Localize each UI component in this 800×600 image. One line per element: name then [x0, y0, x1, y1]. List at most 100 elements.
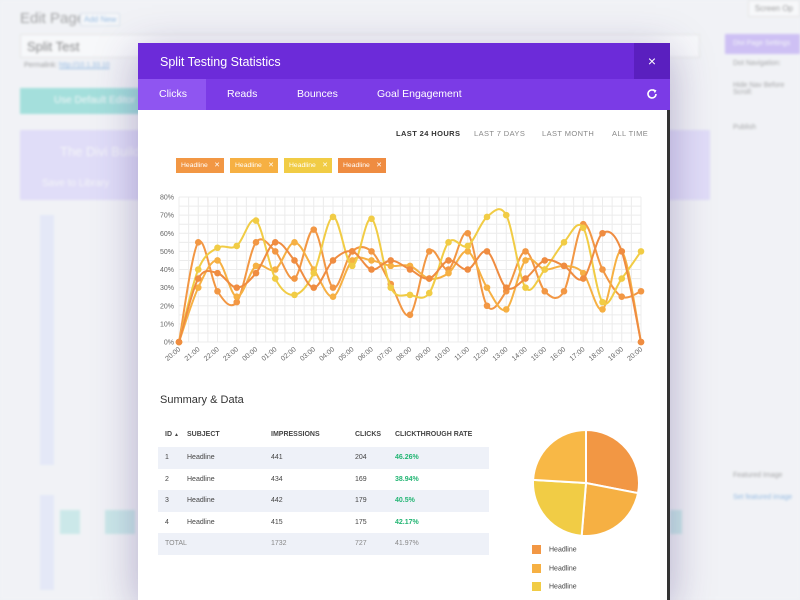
data-point[interactable]: [252, 269, 260, 277]
remove-tag-icon[interactable]: ✕: [376, 162, 382, 169]
data-point[interactable]: [560, 287, 568, 295]
data-point[interactable]: [348, 248, 356, 255]
data-point[interactable]: [291, 257, 298, 264]
data-point[interactable]: [425, 248, 433, 255]
filter-last-24-hours[interactable]: LAST 24 HOURS: [396, 129, 461, 138]
filter-last-7-days[interactable]: LAST 7 DAYS: [474, 129, 526, 138]
pie-slice[interactable]: [585, 428, 640, 495]
data-point[interactable]: [214, 269, 221, 277]
data-point[interactable]: [252, 239, 260, 246]
data-point[interactable]: [502, 284, 510, 291]
data-point[interactable]: [271, 248, 279, 255]
data-point[interactable]: [483, 248, 491, 255]
data-point[interactable]: [522, 248, 529, 255]
data-point[interactable]: [194, 266, 202, 273]
permalink-url[interactable]: http://10.1.33.10: [59, 62, 110, 69]
pie-slice[interactable]: [532, 478, 588, 537]
data-point[interactable]: [425, 275, 433, 282]
data-point[interactable]: [560, 239, 568, 246]
data-point[interactable]: [233, 298, 241, 306]
filter-all-time[interactable]: ALL TIME: [612, 129, 649, 138]
data-point[interactable]: [560, 262, 568, 270]
data-point[interactable]: [445, 269, 452, 277]
data-point[interactable]: [329, 257, 337, 264]
data-point[interactable]: [618, 248, 626, 255]
data-point[interactable]: [214, 257, 221, 264]
data-point[interactable]: [368, 215, 375, 223]
save-to-library-link[interactable]: Save to Library: [42, 178, 110, 189]
subject-tag[interactable]: Headline ✕: [284, 158, 332, 173]
data-point[interactable]: [445, 257, 452, 264]
screen-options-button[interactable]: Screen Op: [747, 0, 800, 17]
data-point[interactable]: [387, 257, 395, 264]
data-point[interactable]: [368, 266, 375, 273]
col-id[interactable]: ID ▲: [158, 421, 180, 447]
col-clicks[interactable]: CLICKS: [355, 430, 382, 438]
pie-slice[interactable]: [580, 481, 640, 537]
filter-last-month[interactable]: LAST MONTH: [542, 129, 595, 138]
data-point[interactable]: [271, 266, 279, 273]
data-point[interactable]: [310, 284, 318, 291]
data-point[interactable]: [387, 284, 395, 291]
data-point[interactable]: [291, 291, 298, 299]
data-point[interactable]: [329, 284, 337, 291]
data-point[interactable]: [233, 293, 241, 300]
data-point[interactable]: [233, 242, 241, 250]
data-point[interactable]: [406, 291, 414, 299]
tab-clicks[interactable]: Clicks: [138, 79, 206, 110]
data-point[interactable]: [637, 287, 645, 295]
data-point[interactable]: [464, 248, 472, 255]
tab-goal-engagement[interactable]: Goal Engagement: [377, 88, 462, 100]
data-point[interactable]: [579, 275, 587, 282]
data-point[interactable]: [579, 224, 587, 232]
data-point[interactable]: [252, 262, 260, 270]
remove-tag-icon[interactable]: ✕: [268, 162, 274, 169]
data-point[interactable]: [522, 257, 529, 264]
data-point[interactable]: [387, 262, 395, 270]
subject-tag[interactable]: Headline ✕: [230, 158, 278, 173]
data-point[interactable]: [271, 239, 279, 246]
remove-tag-icon[interactable]: ✕: [322, 162, 328, 169]
data-point[interactable]: [464, 242, 472, 250]
data-point[interactable]: [348, 262, 356, 270]
close-button[interactable]: ×: [634, 43, 670, 79]
data-point[interactable]: [445, 239, 452, 246]
subject-tag[interactable]: Headline ✕: [338, 158, 386, 173]
data-point[interactable]: [310, 226, 318, 233]
data-point[interactable]: [194, 239, 202, 246]
data-point[interactable]: [368, 248, 375, 255]
page-settings-header[interactable]: Divi Page Settings: [725, 34, 800, 54]
data-point[interactable]: [502, 306, 510, 313]
data-point[interactable]: [464, 229, 472, 237]
data-point[interactable]: [406, 266, 414, 273]
data-point[interactable]: [214, 244, 221, 252]
data-point[interactable]: [291, 275, 298, 282]
data-point[interactable]: [310, 269, 318, 277]
data-point[interactable]: [483, 284, 491, 291]
data-point[interactable]: [522, 275, 529, 282]
data-point[interactable]: [483, 213, 491, 221]
data-point[interactable]: [194, 284, 202, 291]
pie-slice[interactable]: [532, 428, 587, 485]
refresh-icon[interactable]: [646, 88, 658, 100]
col-subject[interactable]: SUBJECT: [187, 430, 220, 438]
data-point[interactable]: [406, 311, 414, 319]
tab-reads[interactable]: Reads: [227, 88, 258, 100]
data-point[interactable]: [233, 284, 241, 291]
data-point[interactable]: [541, 257, 549, 264]
data-point[interactable]: [522, 284, 529, 291]
modal-scrollbar[interactable]: [667, 110, 670, 600]
data-point[interactable]: [464, 266, 472, 273]
data-point[interactable]: [368, 257, 375, 264]
data-point[interactable]: [637, 338, 645, 346]
data-point[interactable]: [348, 257, 356, 264]
data-point[interactable]: [271, 275, 279, 282]
data-point[interactable]: [541, 266, 549, 273]
data-point[interactable]: [599, 229, 606, 237]
data-point[interactable]: [502, 211, 510, 219]
data-point[interactable]: [194, 275, 202, 282]
data-point[interactable]: [329, 293, 337, 300]
col-clickthrough-rate[interactable]: CLICKTHROUGH RATE: [395, 430, 473, 438]
data-point[interactable]: [541, 287, 549, 295]
data-point[interactable]: [599, 298, 606, 306]
